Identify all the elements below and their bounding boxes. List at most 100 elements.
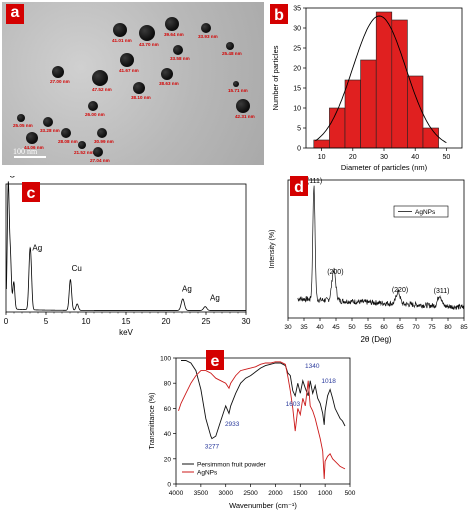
x-tick-label: 40 xyxy=(411,154,419,161)
x-tick-label: 20 xyxy=(349,154,357,161)
histogram-bar xyxy=(344,79,361,149)
ftir-chart: 4000 3500 3000 2500 2000 1500 1000 500 0 20 40 60 80… xyxy=(149,350,356,510)
y-tick-label: 0 xyxy=(297,146,301,153)
tem-particle-label: 38.63 nm xyxy=(159,81,179,86)
y-tick-label: 100 xyxy=(160,356,171,363)
y-tick-label: 15 xyxy=(293,86,301,93)
y-tick-label: 60 xyxy=(164,406,172,413)
x-tick-label: 50 xyxy=(443,154,451,161)
peak-label: Cu xyxy=(72,264,82,273)
tem-particle-label: 33.28 nm xyxy=(40,128,60,133)
tem-particle xyxy=(43,117,53,127)
tem-particle-label: 30.99 nm xyxy=(94,139,114,144)
tem-particle xyxy=(139,25,155,41)
y-axis-label: Intensity (%) xyxy=(269,230,276,269)
panel-letter-b-box xyxy=(270,4,288,24)
tem-particle-label: 41.01 nm xyxy=(112,38,132,43)
panel-letter-d: d xyxy=(294,179,304,196)
xrd-pattern-line xyxy=(297,185,465,310)
x-tick-label: 55 xyxy=(364,324,372,331)
plot-frame xyxy=(287,179,465,319)
y-tick-label: 80 xyxy=(164,381,172,388)
x-axis-label: keV xyxy=(119,328,133,337)
tem-particle-label: 42.31 nm xyxy=(235,114,255,119)
tem-particle xyxy=(133,82,145,94)
tem-particle-label: 44.06 nm xyxy=(24,145,44,150)
x-tick-label: 0 xyxy=(4,317,9,326)
ftir-agnps-line xyxy=(178,361,346,480)
tem-particle xyxy=(93,147,103,157)
histogram-bar xyxy=(329,107,346,149)
tem-particle-label: 47.52 nm xyxy=(92,87,112,92)
y-tick-label: 30 xyxy=(293,26,301,33)
ftir-persimmon-line xyxy=(181,360,346,440)
x-tick-label: 50 xyxy=(348,324,356,331)
x-tick-label: 1000 xyxy=(318,490,333,497)
peak-label: Ag xyxy=(210,293,220,302)
edx-spectrum-line xyxy=(6,181,246,311)
panel-letter-b: b xyxy=(274,7,284,24)
x-tick-label: 10 xyxy=(318,154,326,161)
histogram-chart: 10 20 30 40 50 0 5 10 15 20 25 30 35 Diameter of part… xyxy=(270,4,463,172)
tem-particle xyxy=(120,53,134,67)
peak-label: C xyxy=(9,176,15,180)
peak-annotation: 1018 xyxy=(321,378,336,385)
tem-particle-label: 26.00 nm xyxy=(85,112,105,117)
tem-particle-label: 15.71 nm xyxy=(228,88,248,93)
y-tick-label: 10 xyxy=(293,106,301,113)
x-tick-label: 60 xyxy=(380,324,388,331)
y-tick-label: 35 xyxy=(293,6,301,13)
tem-particle-label: 25.05 nm xyxy=(13,123,33,128)
panel-letter-a: a xyxy=(6,4,24,24)
tem-particle-label: 27.00 nm xyxy=(50,79,70,84)
y-tick-label: 5 xyxy=(297,126,301,133)
legend-label: AgNPs xyxy=(197,469,218,476)
panel-letter-e-box xyxy=(206,350,224,370)
histogram-bar xyxy=(422,127,439,149)
legend-box xyxy=(393,205,449,218)
tem-particle-label: 39.64 nm xyxy=(164,32,184,37)
x-tick-label: 30 xyxy=(284,324,292,331)
edx-chart: 0 5 10 15 20 25 30 C Ag Cu Ag Ag keV c xyxy=(4,176,251,337)
peak-label: Ag xyxy=(182,285,192,294)
x-tick-label: 75 xyxy=(428,324,436,331)
tem-particle xyxy=(92,70,108,86)
tem-particle-label: 21.52 nm xyxy=(74,150,94,155)
tem-particle xyxy=(26,132,38,144)
tem-particle xyxy=(233,81,239,87)
tem-particle xyxy=(88,101,98,111)
tem-particle xyxy=(226,42,234,50)
panel-letter-d-box xyxy=(290,176,308,196)
y-tick-label: 0 xyxy=(167,482,171,489)
y-axis-label: Transmittance (%) xyxy=(149,393,156,450)
x-tick-label: 65 xyxy=(396,324,404,331)
y-tick-label: 40 xyxy=(164,431,172,438)
tem-particle-label: 38.10 nm xyxy=(131,95,151,100)
x-tick-label: 70 xyxy=(412,324,420,331)
tem-particle xyxy=(17,114,25,122)
x-tick-label: 30 xyxy=(242,317,251,326)
x-tick-label: 25 xyxy=(202,317,211,326)
tem-particle xyxy=(113,23,127,37)
peak-annotation: 3277 xyxy=(205,444,220,451)
tem-particle xyxy=(97,128,107,138)
peak-annotation: 2933 xyxy=(225,421,240,428)
tem-particle-label: 33.58 nm xyxy=(170,56,190,61)
tem-particle xyxy=(173,45,183,55)
scale-bar xyxy=(14,156,46,158)
tem-particle-label: 28.08 nm xyxy=(58,139,78,144)
tem-particle xyxy=(201,23,211,33)
y-tick-label: 20 xyxy=(164,456,172,463)
x-tick-label: 4000 xyxy=(169,490,184,497)
x-tick-label: 85 xyxy=(460,324,468,331)
peak-label: (111) xyxy=(307,178,322,185)
panel-letter-c: c xyxy=(27,185,36,202)
x-tick-label: 500 xyxy=(345,490,356,497)
x-tick-label: 5 xyxy=(44,317,49,326)
legend-label: AgNPs xyxy=(415,209,436,216)
peak-label: Ag xyxy=(32,244,42,253)
x-axis-label: Wavenumber (cm⁻¹) xyxy=(229,501,297,510)
y-tick-label: 20 xyxy=(293,66,301,73)
tem-particle xyxy=(236,99,250,113)
tem-particle xyxy=(165,17,179,31)
